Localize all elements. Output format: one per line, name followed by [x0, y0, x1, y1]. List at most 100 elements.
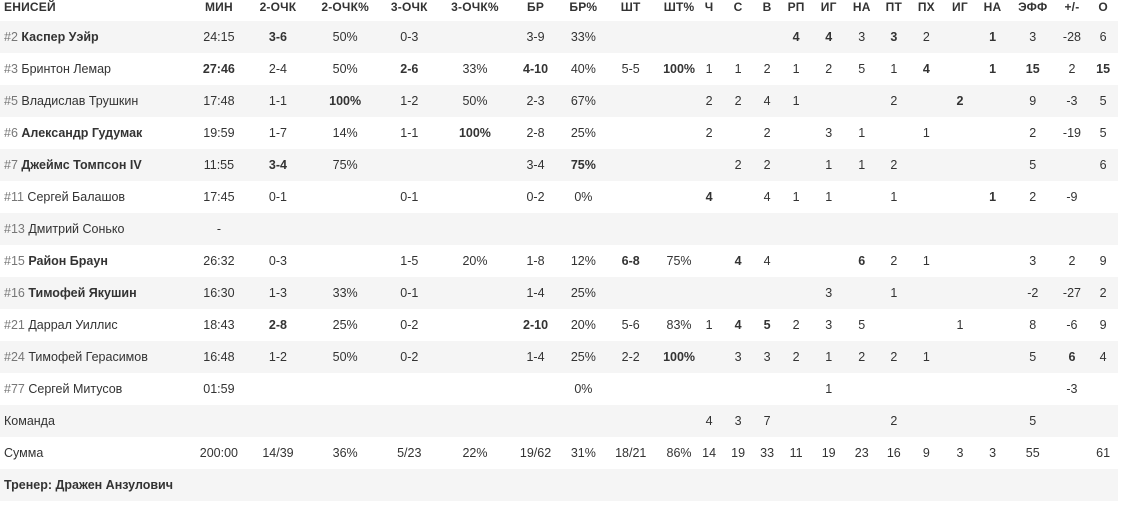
col-header-min[interactable]: МИН: [204, 0, 233, 14]
stat-plus-minus: -28: [1055, 21, 1089, 53]
stat-blk: [879, 213, 909, 245]
stat-fg2-pct: [316, 405, 374, 437]
stat-ast: [778, 149, 814, 181]
col-header-ft-pct[interactable]: ШТ%: [663, 0, 695, 14]
col-header-blk[interactable]: ПТ: [885, 0, 902, 14]
stat-stl: [813, 245, 844, 277]
stat-bs: 1: [975, 53, 1010, 85]
player-name-link[interactable]: Район Браун: [28, 254, 108, 268]
player-cell: #2 Каспер Уэйр: [0, 21, 199, 53]
stat-fd: [944, 149, 976, 181]
player-name-link[interactable]: Каспер Уэйр: [21, 30, 99, 44]
stat-fg: 2-3: [504, 85, 567, 117]
stat-fg2: 3-4: [239, 149, 317, 181]
stat-ft: 6-8: [600, 245, 661, 277]
stat-ft: 18/21: [600, 437, 661, 469]
stat-to: 1: [843, 149, 880, 181]
stat-plus-minus: [1055, 149, 1089, 181]
stat-pts: [1088, 213, 1118, 245]
col-header-dr[interactable]: С: [733, 0, 743, 14]
col-header-ast[interactable]: РП: [787, 0, 805, 14]
stat-fg: [504, 213, 567, 245]
col-header-ft[interactable]: ШТ: [620, 0, 641, 14]
stat-stl: 3: [813, 309, 844, 341]
stat-reb: 4: [755, 181, 779, 213]
stat-ast: [778, 213, 814, 245]
stat-blk: [879, 373, 909, 405]
team-row: Команда 4 3 7 2 5: [0, 405, 1118, 437]
stat-fg: 0-2: [504, 181, 567, 213]
player-cell: #5 Владислав Трушкин: [0, 85, 199, 117]
col-header-fg3[interactable]: 3-ОЧК: [390, 0, 428, 14]
player-number: #15: [4, 254, 25, 268]
stat-ft-pct: 86%: [660, 437, 698, 469]
col-header-bs[interactable]: НА: [983, 0, 1002, 14]
stat-eff: 8: [1009, 309, 1056, 341]
stat-stl: [813, 405, 844, 437]
stat-fd: [944, 181, 976, 213]
stat-fg2-pct: [316, 213, 374, 245]
stat-blk: [879, 117, 909, 149]
player-row: #24 Тимофей Герасимов 16:48 1-2 50% 0-2 1-4 25…: [0, 341, 1118, 373]
player-name-link[interactable]: Бринтон Лемар: [21, 62, 111, 76]
stat-pts: [1088, 181, 1118, 213]
stat-pf: [908, 181, 945, 213]
player-cell: #11 Сергей Балашов: [0, 181, 199, 213]
stat-blk: 3: [879, 21, 909, 53]
player-name-link[interactable]: Александр Гудумак: [21, 126, 143, 140]
player-name-link[interactable]: Дмитрий Сонько: [28, 222, 125, 236]
col-header-eff[interactable]: ЭФФ: [1018, 0, 1048, 14]
col-header-fg3-pct[interactable]: 3-ОЧК%: [451, 0, 499, 14]
stat-ft-pct: 100%: [660, 53, 698, 85]
stat-fg-pct: 25%: [566, 277, 601, 309]
stat-blk: 2: [879, 245, 909, 277]
col-header-reb[interactable]: В: [762, 0, 772, 14]
col-header-fd[interactable]: ИГ: [952, 0, 968, 14]
stat-or: 1: [697, 309, 721, 341]
col-header-fg2[interactable]: 2-ОЧК: [259, 0, 297, 14]
col-header-stl[interactable]: ИГ: [820, 0, 837, 14]
player-name-link[interactable]: Тимофей Якушин: [28, 286, 137, 300]
stat-min: 17:48: [198, 85, 240, 117]
col-header-pf[interactable]: ПХ: [917, 0, 935, 14]
stat-reb: 5: [755, 309, 779, 341]
stat-pf: 1: [908, 341, 945, 373]
stat-pf: 9: [908, 437, 945, 469]
col-header-fg2-pct[interactable]: 2-ОЧК%: [321, 0, 369, 14]
table-body: #2 Каспер Уэйр 24:15 3-6 50% 0-3 3-9 33% 4 4 3 3 2 1…: [0, 21, 1118, 469]
player-name-link[interactable]: Джеймс Томпсон IV: [21, 158, 142, 172]
stat-dr: 2: [720, 85, 756, 117]
player-name-link[interactable]: Сергей Балашов: [27, 190, 126, 204]
col-header-to[interactable]: НА: [852, 0, 871, 14]
stat-or: 4: [697, 181, 721, 213]
player-row: #5 Владислав Трушкин 17:48 1-1 100% 1-2 50% 2-…: [0, 85, 1118, 117]
stat-dr: 19: [720, 437, 756, 469]
stat-eff: 15: [1009, 53, 1056, 85]
col-header-or[interactable]: Ч: [704, 0, 714, 14]
stat-stl: 19: [813, 437, 844, 469]
stat-plus-minus: 2: [1055, 245, 1089, 277]
col-header-fg-pct[interactable]: БР%: [569, 0, 598, 14]
stat-ast: 2: [778, 341, 814, 373]
player-cell: #21 Даррал Уиллис: [0, 309, 199, 341]
col-header-plus-minus[interactable]: +/-: [1064, 0, 1080, 14]
stat-ft: [600, 149, 661, 181]
stat-reb: [755, 213, 779, 245]
player-name-link[interactable]: Тимофей Герасимов: [28, 350, 148, 364]
col-header-pts[interactable]: О: [1098, 0, 1108, 14]
stat-pf: [908, 309, 945, 341]
stat-bs: [975, 309, 1010, 341]
stat-to: [843, 405, 880, 437]
stat-fd: [944, 341, 976, 373]
stat-blk: [879, 309, 909, 341]
stat-plus-minus: [1055, 213, 1089, 245]
stat-to: [843, 373, 880, 405]
player-row: #77 Сергей Митусов 01:59 0% 1 -3: [0, 373, 1118, 405]
player-cell: #16 Тимофей Якушин: [0, 277, 199, 309]
player-name-link[interactable]: Даррал Уиллис: [28, 318, 118, 332]
col-header-fg[interactable]: БР: [527, 0, 545, 14]
stat-dr: [720, 21, 756, 53]
player-name-link[interactable]: Владислав Трушкин: [21, 94, 139, 108]
stat-dr: [720, 213, 756, 245]
player-name-link[interactable]: Сергей Митусов: [28, 382, 123, 396]
